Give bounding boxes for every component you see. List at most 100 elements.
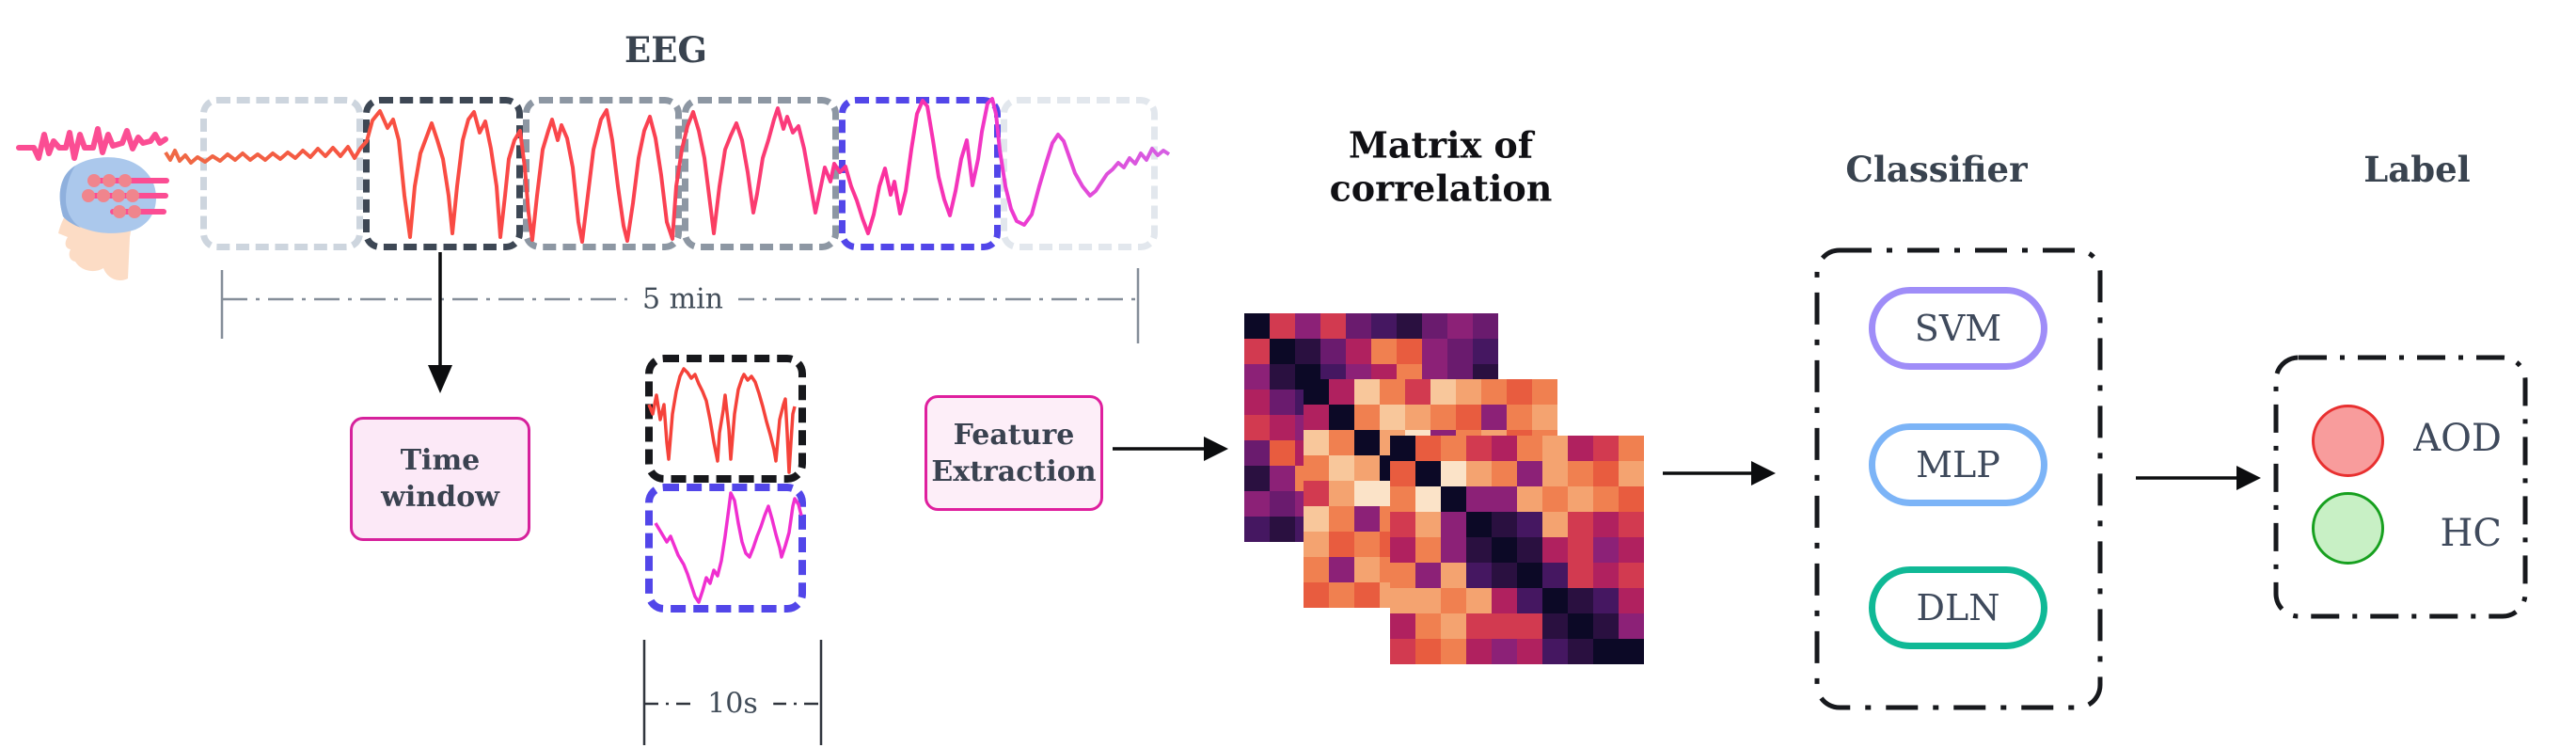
matrix-cell (1593, 563, 1619, 588)
time-window-label-line1: Time (400, 444, 481, 477)
matrix-cell (1329, 481, 1354, 506)
matrix-cell (1517, 512, 1542, 537)
matrix-cell (1466, 512, 1492, 537)
head-cap-shadow (59, 166, 81, 228)
matrix-cell (1441, 461, 1466, 486)
matrix-cell (1568, 486, 1593, 512)
matrix-cell (1329, 532, 1354, 557)
matrix-cell (1447, 339, 1473, 364)
matrix-cell (1441, 537, 1466, 563)
matrix-cell (1244, 364, 1270, 390)
matrix-cell (1466, 537, 1492, 563)
matrix-cell (1354, 532, 1380, 557)
time-window-label-line2: window (381, 481, 499, 514)
matrix-cell (1329, 405, 1354, 430)
matrix-cell (1492, 613, 1517, 639)
matrix-cell (1390, 512, 1415, 537)
label-dot-aod (2312, 405, 2384, 477)
matrix-cell (1568, 613, 1593, 639)
matrix-cell (1441, 486, 1466, 512)
matrix-cell (1270, 440, 1295, 466)
classifier-option-mlp: MLP (1869, 423, 2047, 506)
matrix-cell (1593, 512, 1619, 537)
matrix-cell (1415, 436, 1441, 461)
matrix-cell (1304, 481, 1329, 506)
matrix-cell (1593, 486, 1619, 512)
label-text-hc: HC (2440, 512, 2503, 555)
matrix-cell (1354, 379, 1380, 405)
matrix-cell (1329, 455, 1354, 481)
matrix-cell (1441, 512, 1466, 537)
down-arrow (428, 252, 452, 393)
matrix-cell (1593, 436, 1619, 461)
matrix-cell (1619, 486, 1644, 512)
matrix-cell (1354, 582, 1380, 608)
matrix-cell (1441, 639, 1466, 664)
classifier-option-dln-label: DLN (1916, 587, 2000, 629)
classifier-option-svm-label: SVM (1914, 308, 2002, 349)
matrix-cell (1517, 486, 1542, 512)
matrix-cell (1270, 339, 1295, 364)
eeg-window-2 (363, 97, 523, 250)
matrix-cell (1270, 517, 1295, 542)
eeg-window-4 (682, 97, 839, 250)
head-face (58, 203, 132, 280)
matrix-cell (1244, 339, 1270, 364)
matrix-cell (1371, 339, 1397, 364)
matrix-cell (1517, 613, 1542, 639)
matrix-cell (1329, 506, 1354, 532)
matrix-cell (1542, 486, 1568, 512)
eeg-window-6 (1001, 97, 1158, 250)
matrix-cell (1380, 379, 1405, 405)
matrix-cell (1346, 313, 1371, 339)
matrix-cell (1619, 563, 1644, 588)
classifier-option-dln: DLN (1869, 566, 2047, 649)
matrix-cell (1507, 405, 1532, 430)
matrix-cell (1390, 436, 1415, 461)
matrix-cell (1329, 582, 1354, 608)
feature-extraction-label-line2: Extraction (931, 454, 1097, 488)
matrix-cell (1542, 537, 1568, 563)
matrix-cell (1244, 415, 1270, 440)
matrix-cell (1517, 461, 1542, 486)
matrix-cell (1619, 436, 1644, 461)
label-dashed-box (2273, 355, 2528, 619)
matrix-cell (1304, 532, 1329, 557)
matrix-cell (1390, 486, 1415, 512)
matrix-cell (1354, 506, 1380, 532)
matrix-cell (1517, 436, 1542, 461)
matrix-cell (1422, 339, 1447, 364)
time-window-box: Time window (350, 417, 530, 541)
matrix-cell (1371, 313, 1397, 339)
matrix-cell (1481, 405, 1507, 430)
ten-s-duration-label: 10s (692, 687, 773, 721)
eeg-window-1 (200, 97, 363, 250)
matrix-cell (1415, 512, 1441, 537)
matrix-cell (1568, 639, 1593, 664)
matrix-cell (1619, 537, 1644, 563)
matrix-cell (1517, 563, 1542, 588)
matrix-cell (1304, 430, 1329, 455)
matrix-cell (1542, 639, 1568, 664)
matrix-cell (1270, 364, 1295, 390)
matrix-cell (1329, 379, 1354, 405)
matrix-cell (1270, 491, 1295, 517)
matrix-cell (1415, 639, 1441, 664)
correlation-matrix-front (1390, 436, 1644, 664)
matrix-cell (1390, 613, 1415, 639)
matrix-cell (1354, 481, 1380, 506)
feature-extraction-box: Feature Extraction (925, 395, 1103, 511)
matrix-cell (1619, 588, 1644, 613)
matrix-cell (1492, 436, 1517, 461)
matrix-cell (1270, 415, 1295, 440)
matrix-cell (1320, 339, 1346, 364)
matrix-cell (1593, 613, 1619, 639)
matrix-cell (1405, 405, 1430, 430)
matrix-cell (1415, 563, 1441, 588)
matrix-cell (1517, 639, 1542, 664)
matrix-cell (1430, 405, 1456, 430)
matrix-cell (1304, 405, 1329, 430)
matrix-cell (1295, 313, 1320, 339)
matrix-cell (1354, 455, 1380, 481)
